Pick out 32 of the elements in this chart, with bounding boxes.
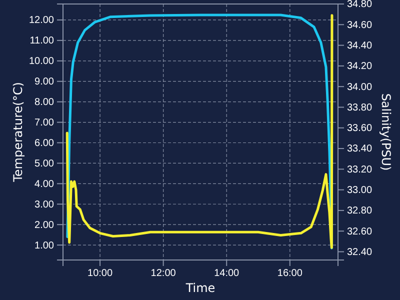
x-tick-label: 14:00 [214,268,240,280]
y-tick-label: 7.00 [34,117,54,128]
y-tick-label: 6.00 [34,138,54,149]
y-axis-title: Temperature(°C) [11,82,25,183]
y-tick-label: 8.00 [34,97,54,108]
y2-tick-label: 34.00 [347,82,372,93]
y-tick-label: 4.00 [34,178,54,190]
y-tick-label: 3.00 [34,199,54,210]
y-tick-label: 5.00 [34,158,54,170]
y2-tick-label: 32.40 [347,246,372,258]
y2-tick-label: 33.20 [347,164,372,176]
y2-tick-label: 32.80 [347,206,372,217]
x-tick-label: 12:00 [150,268,176,280]
y2-tick-label: 33.40 [347,144,372,155]
y2-tick-label: 33.80 [347,102,372,114]
y-tick-label: 10.00 [28,56,54,68]
y2-tick-label: 34.60 [347,20,372,31]
x-axis-title: Time [184,281,216,295]
y-tick-label: 12.00 [28,15,54,26]
y-tick-label: 9.00 [34,76,54,88]
y2-tick-label: 34.40 [347,40,372,52]
x-tick-label: 10:00 [88,268,113,280]
y2-tick-label: 32.60 [347,226,372,238]
y-tick-label: 1.00 [34,240,54,252]
y2-tick-label: 33.00 [347,185,372,196]
x-tick-label: 16:00 [277,268,303,280]
y2-tick-label: 33.60 [347,123,372,134]
y-tick-label: 2.00 [34,220,54,231]
y2-axis-title: Salinity(PSU) [379,93,393,171]
y2-tick-label: 34.80 [347,0,372,10]
y-tick-label: 11.00 [30,36,54,47]
y2-tick-label: 34.20 [347,61,372,72]
